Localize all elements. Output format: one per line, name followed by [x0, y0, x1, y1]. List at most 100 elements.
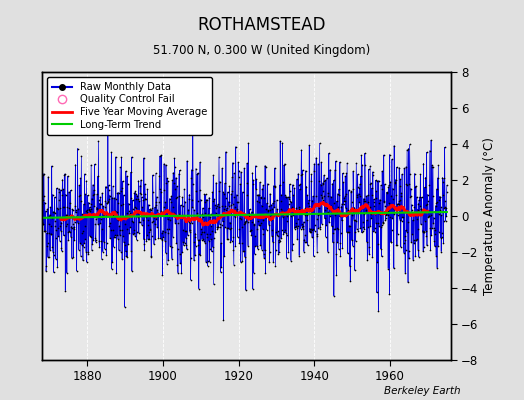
Point [169, 210, 178, 216]
Point [372, 195, 380, 201]
Point [137, 190, 145, 197]
Text: 51.700 N, 0.300 W (United Kingdom): 51.700 N, 0.300 W (United Kingdom) [154, 44, 370, 57]
Point [54, 233, 62, 240]
Point [395, 200, 403, 207]
Point [362, 209, 370, 215]
Point [309, 193, 317, 200]
Point [198, 229, 206, 235]
Point [88, 247, 96, 254]
Point [217, 222, 226, 228]
Point [269, 259, 278, 265]
Point [107, 149, 116, 156]
Point [49, 209, 58, 215]
Point [291, 223, 300, 230]
Point [367, 215, 376, 221]
Point [439, 178, 447, 185]
Point [120, 215, 128, 222]
Point [403, 146, 411, 153]
Point [408, 206, 416, 213]
Point [235, 226, 243, 232]
Point [368, 192, 376, 198]
Point [190, 257, 198, 264]
Point [356, 173, 365, 180]
Point [118, 256, 126, 262]
Point [433, 264, 441, 271]
Point [179, 242, 188, 248]
Point [315, 211, 323, 218]
Point [380, 198, 389, 204]
Point [178, 249, 186, 255]
Point [53, 205, 61, 211]
Point [116, 232, 124, 238]
Point [48, 163, 56, 169]
Point [113, 190, 122, 196]
Point [264, 180, 272, 187]
Point [418, 208, 427, 214]
Point [268, 206, 277, 212]
Point [75, 182, 83, 188]
Point [179, 202, 187, 209]
Point [252, 163, 260, 169]
Point [106, 235, 114, 242]
Point [202, 259, 210, 265]
Point [334, 204, 342, 210]
Point [215, 221, 224, 228]
Point [81, 191, 90, 198]
Point [263, 200, 271, 207]
Point [436, 204, 445, 210]
Point [162, 226, 171, 232]
Point [134, 196, 142, 203]
Point [375, 178, 383, 184]
Point [414, 200, 423, 207]
Point [153, 224, 161, 230]
Point [393, 201, 401, 208]
Point [170, 155, 179, 162]
Point [94, 138, 103, 144]
Point [364, 224, 373, 230]
Point [95, 200, 104, 207]
Point [163, 261, 171, 267]
Point [52, 234, 60, 241]
Point [80, 244, 88, 250]
Point [343, 229, 351, 236]
Point [62, 222, 70, 229]
Point [184, 216, 192, 222]
Point [422, 201, 430, 208]
Point [161, 199, 170, 206]
Point [168, 204, 177, 210]
Point [71, 203, 79, 209]
Point [109, 212, 117, 218]
Point [104, 198, 112, 204]
Point [364, 166, 373, 172]
Point [405, 181, 413, 187]
Point [158, 236, 166, 243]
Point [260, 255, 268, 261]
Point [391, 180, 399, 187]
Point [85, 207, 93, 213]
Point [161, 238, 169, 244]
Point [235, 239, 244, 246]
Point [329, 207, 337, 213]
Point [190, 239, 198, 246]
Point [41, 228, 49, 234]
Point [274, 232, 282, 239]
Point [332, 272, 341, 278]
Point [379, 220, 387, 226]
Point [140, 155, 148, 161]
Point [351, 229, 359, 236]
Point [402, 181, 411, 188]
Point [228, 200, 237, 207]
Point [222, 149, 230, 155]
Point [341, 173, 350, 180]
Point [117, 154, 126, 161]
Point [96, 220, 104, 226]
Point [345, 263, 354, 269]
Point [365, 244, 373, 250]
Point [205, 258, 214, 265]
Point [440, 205, 449, 211]
Point [101, 246, 109, 252]
Point [304, 197, 313, 204]
Point [43, 254, 52, 260]
Point [349, 168, 357, 175]
Point [192, 213, 201, 219]
